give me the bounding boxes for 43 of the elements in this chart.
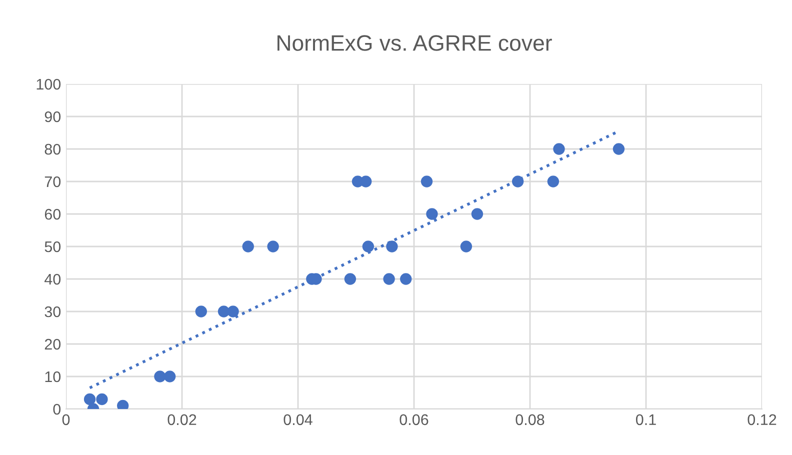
point [267, 240, 279, 252]
point [218, 306, 230, 318]
y-tick-label: 50 [44, 241, 61, 252]
point [612, 143, 625, 155]
y-tick-label: 100 [36, 78, 61, 90]
point [227, 306, 239, 318]
point [553, 143, 565, 155]
x-tick-label: 0.06 [400, 414, 428, 426]
y-tick-label: 10 [45, 371, 61, 382]
point [460, 240, 472, 252]
y-tick-label: 30 [44, 306, 61, 318]
x-tick-label: 0.02 [168, 414, 196, 426]
point [512, 176, 524, 188]
point [164, 370, 176, 382]
x-tick-label: 0.1 [636, 414, 656, 426]
y-tick-label: 0 [53, 404, 61, 415]
point [383, 273, 395, 285]
point [242, 240, 254, 252]
point [360, 176, 372, 188]
y-tick-label: 40 [44, 274, 61, 285]
y-tick-label: 90 [44, 111, 61, 122]
point [471, 208, 484, 220]
point [426, 208, 438, 220]
point [400, 273, 412, 285]
point [344, 273, 356, 285]
chart-title: NormExG vs. AGRRE cover [278, 35, 552, 51]
point [84, 393, 96, 406]
point [420, 176, 433, 188]
y-tick-label: 20 [44, 338, 61, 350]
y-tick-label: 60 [44, 208, 61, 220]
point [547, 176, 560, 188]
y-tick-label: 70 [44, 176, 61, 188]
x-tick-label: 0.04 [284, 414, 312, 426]
y-tick-label: 80 [44, 144, 61, 155]
x-tick-label: 0.08 [516, 414, 544, 426]
point [195, 306, 207, 318]
point [386, 240, 398, 252]
point [96, 393, 108, 406]
x-tick-label: 0 [62, 414, 70, 426]
point [362, 240, 374, 252]
x-tick-label: 0.12 [748, 414, 776, 426]
point [154, 370, 166, 382]
point [116, 400, 129, 409]
